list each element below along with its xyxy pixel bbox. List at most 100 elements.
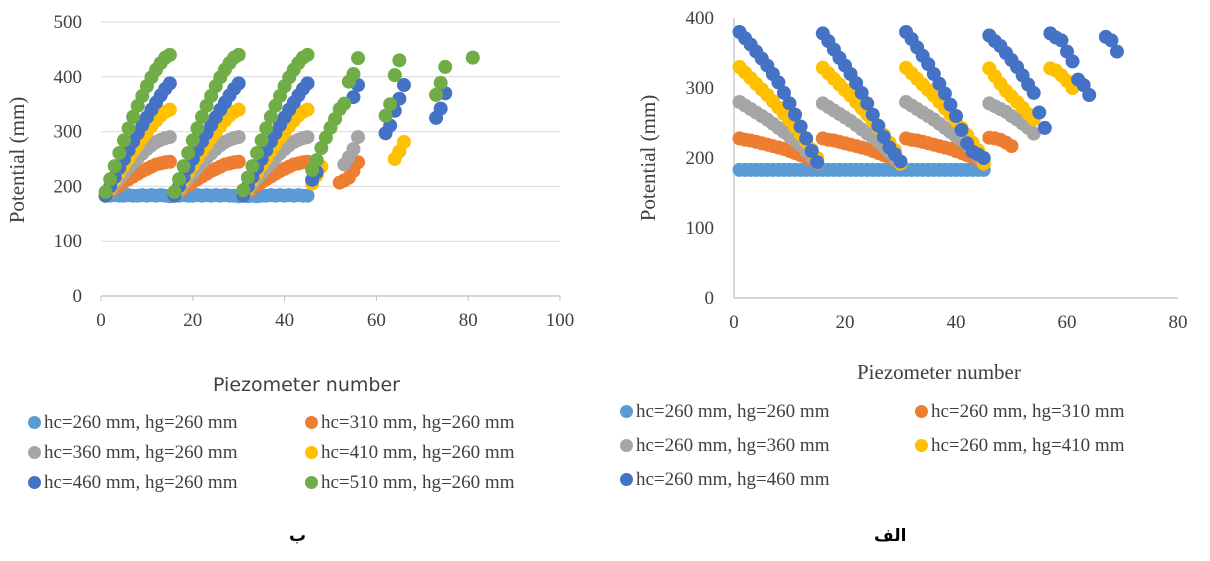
- data-point: [1026, 126, 1041, 141]
- legend-item: hc=260 mm, hg=260 mm: [28, 407, 237, 438]
- legend-marker: [620, 405, 633, 418]
- y-tick-label: 0: [73, 286, 83, 307]
- data-point: [300, 188, 315, 203]
- series-group: [98, 188, 315, 204]
- legend-item: hc=260 mm, hg=260 mm: [620, 396, 829, 427]
- figure-caption-left: ب: [289, 526, 307, 546]
- data-point: [771, 75, 786, 90]
- data-point: [860, 96, 875, 111]
- data-point: [429, 87, 444, 102]
- data-point: [103, 172, 118, 187]
- data-point: [954, 123, 969, 137]
- data-point: [185, 133, 200, 148]
- legend-label: hc=460 mm, hg=260 mm: [44, 472, 238, 493]
- data-point: [231, 130, 246, 145]
- data-point: [937, 86, 952, 101]
- data-point: [236, 183, 251, 198]
- data-point: [893, 154, 908, 169]
- legend-label: hc=260 mm, hg=310 mm: [931, 401, 1125, 422]
- x-tick-label: 80: [1169, 312, 1188, 333]
- data-point: [810, 155, 825, 170]
- data-point: [231, 102, 246, 117]
- data-point: [465, 50, 480, 65]
- legend-item: hc=260 mm, hg=360 mm: [620, 430, 829, 461]
- data-point: [876, 130, 891, 144]
- series-group: [732, 25, 1124, 170]
- legend-marker: [915, 405, 928, 418]
- legend-marker: [305, 446, 318, 459]
- data-point: [776, 85, 791, 100]
- data-point: [162, 76, 177, 91]
- legend-item: hc=460 mm, hg=260 mm: [28, 467, 237, 498]
- y-tick-label: 200: [686, 148, 715, 169]
- data-point: [949, 109, 963, 123]
- x-tick-label: 100: [546, 310, 575, 331]
- x-tick-label: 80: [459, 310, 478, 331]
- data-point: [782, 96, 797, 111]
- data-point: [300, 102, 315, 117]
- legend-label: hc=410 mm, hg=260 mm: [321, 442, 515, 463]
- data-point: [259, 121, 274, 136]
- chart-right: 0 100 200 300 400 0 20 40 60 80 Potential (mm): [636, 8, 1188, 333]
- data-point: [788, 107, 803, 122]
- data-point: [172, 172, 187, 187]
- legend-label: hc=260 mm, hg=410 mm: [931, 435, 1125, 456]
- data-point: [231, 76, 246, 91]
- data-point: [126, 109, 141, 124]
- data-point: [121, 121, 136, 136]
- data-point: [1054, 33, 1069, 48]
- data-point: [112, 145, 127, 160]
- x-axis-title: Piezometer number: [213, 374, 400, 396]
- data-point: [107, 159, 122, 174]
- data-point: [378, 108, 393, 123]
- data-point: [1082, 88, 1097, 102]
- legend-marker: [28, 416, 41, 429]
- data-point: [162, 154, 177, 169]
- legend-label: hc=310 mm, hg=260 mm: [321, 412, 515, 433]
- data-point: [1032, 105, 1047, 120]
- legend-marker: [28, 446, 41, 459]
- data-point: [194, 109, 209, 124]
- y-tick-label: 300: [54, 122, 83, 143]
- y-tick-label: 500: [54, 12, 83, 33]
- data-point: [162, 47, 177, 62]
- data-point: [438, 59, 453, 74]
- y-tick-label: 100: [54, 231, 83, 252]
- data-point: [181, 145, 196, 160]
- data-point: [300, 76, 315, 91]
- x-tick-label: 0: [96, 310, 106, 331]
- legend-label: hc=260 mm, hg=260 mm: [636, 401, 830, 422]
- data-point: [245, 159, 260, 174]
- data-point: [231, 154, 246, 169]
- data-point: [396, 135, 411, 150]
- legend-item: hc=260 mm, hg=310 mm: [915, 396, 1124, 427]
- data-point: [1037, 120, 1052, 135]
- data-point: [976, 151, 991, 165]
- y-axis-title: Potential (mm): [5, 97, 29, 224]
- y-tick-label: 400: [686, 8, 715, 29]
- figure-caption-right: الف: [874, 526, 907, 546]
- data-point: [240, 170, 255, 185]
- data-point: [943, 97, 958, 112]
- data-point: [433, 75, 448, 90]
- data-point: [263, 109, 278, 124]
- legend-item: hc=510 mm, hg=260 mm: [305, 467, 514, 498]
- data-point: [300, 47, 315, 62]
- data-point: [871, 118, 886, 133]
- data-point: [1065, 54, 1080, 69]
- data-point: [351, 130, 366, 145]
- legend-item: hc=310 mm, hg=260 mm: [305, 407, 514, 438]
- chart-panel-left: 0 100 200 300 400 500 0 20 40 60 80 100 Potential (…: [0, 0, 600, 561]
- data-point: [167, 184, 182, 199]
- legend-marker: [620, 473, 633, 486]
- x-tick-label: 60: [1058, 312, 1077, 333]
- data-point: [250, 145, 265, 160]
- data-point: [383, 97, 398, 112]
- data-point: [116, 133, 131, 148]
- legend-label: hc=260 mm, hg=360 mm: [636, 435, 830, 456]
- y-tick-label: 200: [54, 176, 83, 197]
- data-point: [799, 131, 814, 146]
- chart-panel-right: 0 100 200 300 400 0 20 40 60 80 Potential (mm) Pi…: [610, 0, 1210, 561]
- data-point: [162, 130, 177, 145]
- legend-marker: [305, 476, 318, 489]
